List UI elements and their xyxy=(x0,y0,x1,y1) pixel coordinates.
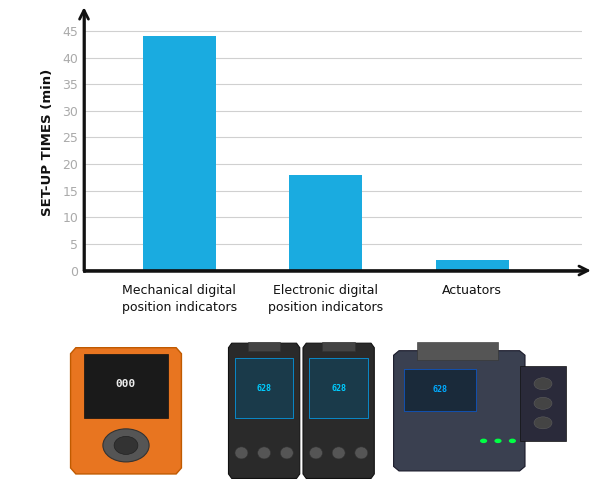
Polygon shape xyxy=(84,354,168,418)
Ellipse shape xyxy=(480,439,487,443)
Text: 628: 628 xyxy=(257,384,272,393)
Polygon shape xyxy=(229,343,300,478)
Bar xyxy=(248,342,280,351)
Ellipse shape xyxy=(534,397,552,409)
Bar xyxy=(417,342,498,360)
Bar xyxy=(310,358,368,418)
Ellipse shape xyxy=(103,429,149,462)
Bar xyxy=(143,37,216,271)
Ellipse shape xyxy=(534,417,552,429)
Text: 000: 000 xyxy=(116,379,136,389)
Text: 628: 628 xyxy=(331,384,346,393)
Ellipse shape xyxy=(257,447,271,459)
Polygon shape xyxy=(303,343,374,478)
Bar xyxy=(235,358,293,418)
Ellipse shape xyxy=(509,439,516,443)
Ellipse shape xyxy=(310,447,322,459)
Bar xyxy=(436,260,509,271)
Bar xyxy=(404,369,476,411)
Bar xyxy=(322,342,355,351)
Polygon shape xyxy=(394,351,525,471)
Ellipse shape xyxy=(114,436,138,454)
Bar xyxy=(520,366,566,441)
Bar xyxy=(289,175,362,271)
Y-axis label: SET-UP TIMES (min): SET-UP TIMES (min) xyxy=(41,69,54,216)
Ellipse shape xyxy=(355,447,368,459)
Polygon shape xyxy=(71,348,181,474)
Ellipse shape xyxy=(534,378,552,390)
Text: 628: 628 xyxy=(433,385,448,394)
Ellipse shape xyxy=(280,447,293,459)
Ellipse shape xyxy=(235,447,248,459)
Ellipse shape xyxy=(332,447,345,459)
Ellipse shape xyxy=(494,439,502,443)
